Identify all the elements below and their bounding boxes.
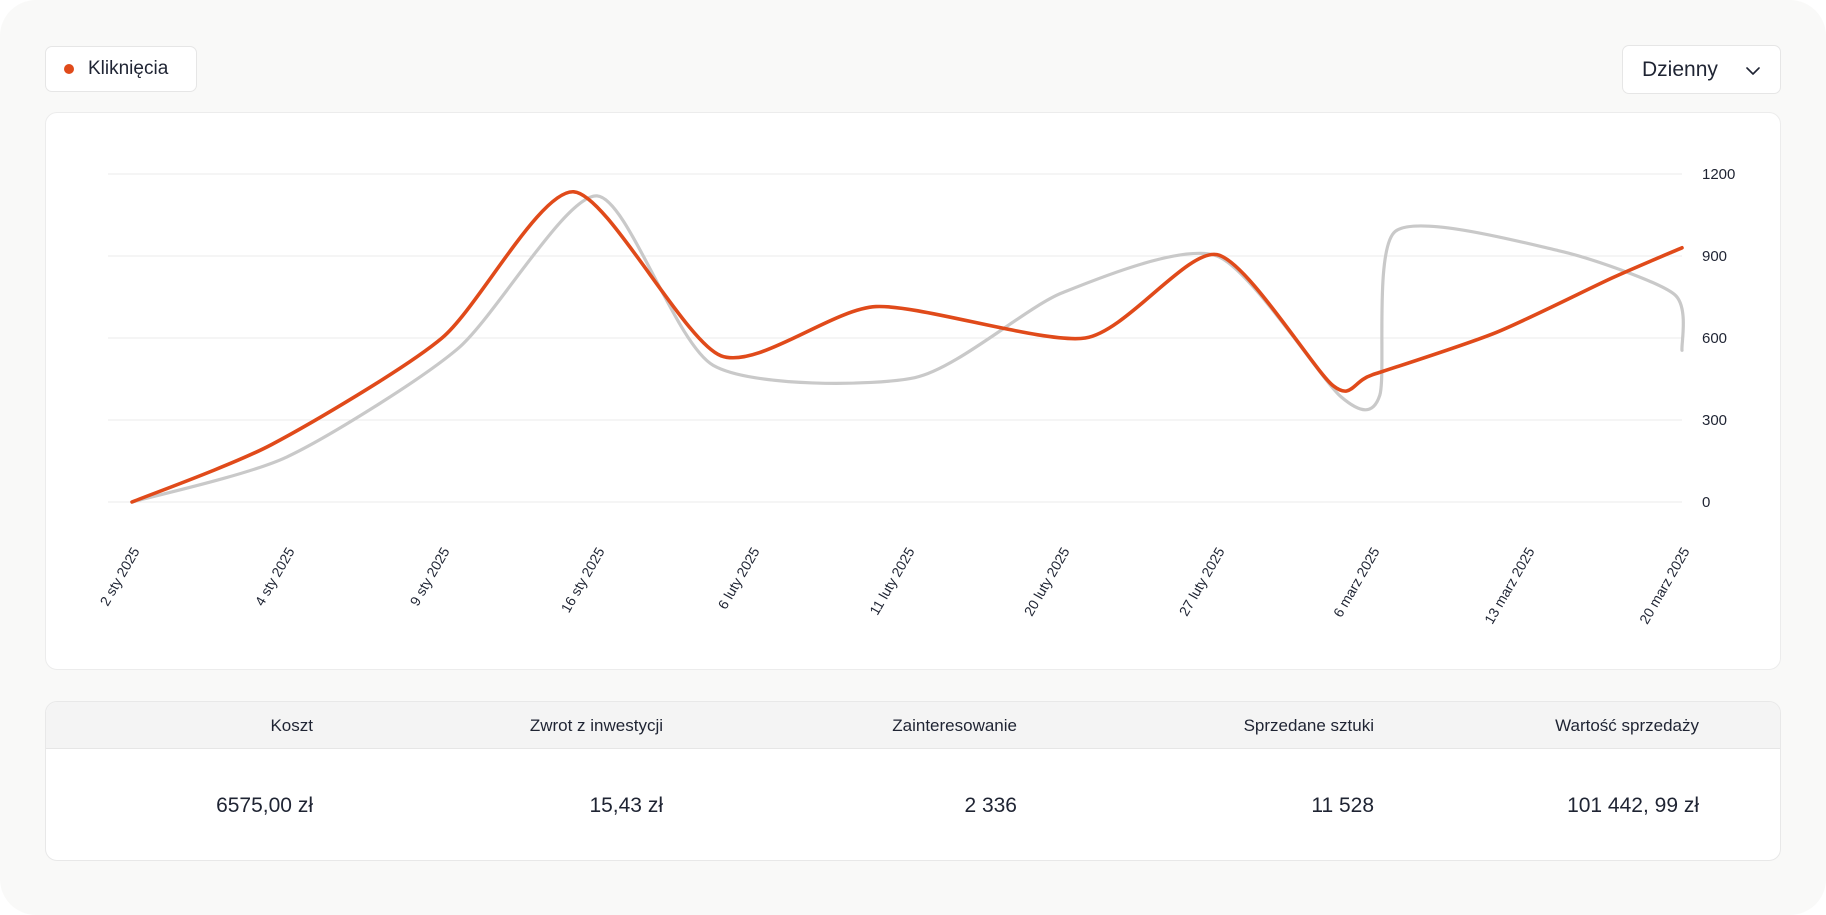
x-tick-label: 20 luty 2025	[1021, 544, 1073, 618]
stat-value-sales-value: 101 442, 99 zł	[1567, 794, 1699, 817]
legend-label: Kliknięcia	[88, 58, 169, 79]
stat-value-units-sold: 11 528	[1311, 794, 1374, 817]
y-tick-label: 0	[1702, 494, 1710, 511]
chevron-down-icon	[1746, 58, 1760, 82]
stat-value-roi: 15,43 zł	[589, 794, 663, 817]
stat-label-sales-value: Wartość sprzedaży	[1555, 716, 1699, 735]
stat-value-cost: 6575,00 zł	[216, 794, 313, 817]
stat-label-cost: Koszt	[270, 716, 313, 735]
legend-chip-clicks[interactable]: Kliknięcia	[45, 46, 197, 92]
stat-label-interest: Zainteresowanie	[892, 716, 1017, 735]
y-tick-label: 300	[1702, 412, 1727, 429]
x-tick-label: 11 luty 2025	[866, 544, 918, 617]
series-line-comparison	[130, 194, 1685, 504]
stat-label-units-sold: Sprzedane sztuki	[1243, 716, 1374, 735]
x-tick-label: 27 luty 2025	[1176, 544, 1228, 618]
stat-label-roi: Zwrot z inwestycji	[529, 716, 663, 735]
interval-dropdown[interactable]: Dzienny	[1622, 45, 1781, 94]
x-tick-label: 6 luty 2025	[714, 544, 762, 612]
y-tick-label: 900	[1702, 248, 1727, 265]
line-chart: 0 300 600 900 1200 2 sty 2025 4 sty 2025 9 sty …	[96, 166, 1735, 627]
x-tick-label: 16 sty 2025	[558, 544, 608, 615]
x-tick-label: 13 marz 2025	[1481, 544, 1538, 626]
interval-dropdown-value: Dzienny	[1642, 57, 1718, 81]
stat-value-interest: 2 336	[964, 794, 1017, 817]
y-tick-label: 1200	[1702, 166, 1735, 183]
x-tick-label: 9 sty 2025	[406, 544, 452, 608]
line-chart-card: 0 300 600 900 1200 2 sty 2025 4 sty 2025 9 sty …	[45, 112, 1781, 670]
stats-table: Koszt Zwrot z inwestycji Zainteresowanie…	[45, 701, 1781, 861]
x-tick-label: 4 sty 2025	[251, 544, 297, 608]
legend-dot	[64, 64, 74, 74]
x-tick-label: 20 marz 2025	[1636, 544, 1693, 626]
x-tick-label: 2 sty 2025	[96, 544, 142, 608]
y-tick-label: 600	[1702, 330, 1727, 347]
series-line-clicks	[130, 189, 1684, 504]
x-tick-label: 6 marz 2025	[1330, 544, 1383, 620]
stats-header-row: Koszt Zwrot z inwestycji Zainteresowanie…	[46, 702, 1780, 749]
